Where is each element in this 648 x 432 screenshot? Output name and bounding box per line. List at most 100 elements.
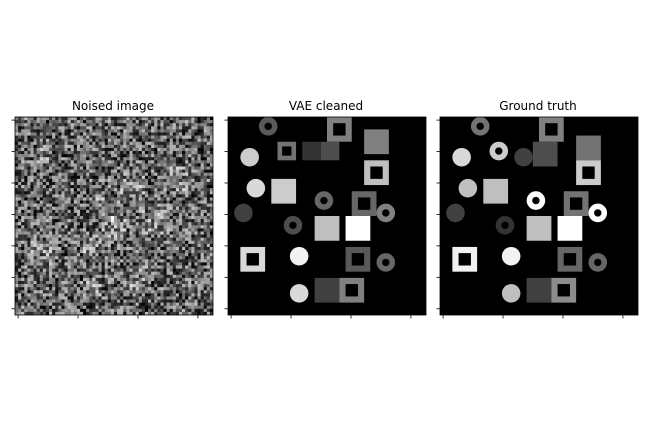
noise-pixel xyxy=(123,166,127,170)
noise-pixel xyxy=(148,302,152,307)
noise-pixel xyxy=(76,296,81,300)
noise-pixel xyxy=(36,117,41,121)
noise-pixel xyxy=(154,163,158,167)
noise-pixel xyxy=(209,287,213,291)
noise-pixel xyxy=(86,117,90,121)
noise-pixel xyxy=(203,200,208,204)
noise-pixel xyxy=(144,290,149,294)
noise-pixel xyxy=(73,308,78,313)
noise-pixel xyxy=(36,228,41,232)
noise-pixel xyxy=(114,175,118,180)
noise-pixel xyxy=(64,228,68,232)
noise-pixel xyxy=(24,280,28,285)
noise-pixel xyxy=(101,265,106,269)
noise-pixel xyxy=(61,237,65,242)
noise-pixel xyxy=(144,250,149,254)
noise-pixel xyxy=(185,191,189,195)
noise-pixel xyxy=(188,274,192,279)
noise-pixel xyxy=(39,212,44,217)
noise-pixel xyxy=(36,290,41,294)
noise-pixel xyxy=(89,120,93,124)
noise-pixel xyxy=(148,250,152,254)
noise-pixel xyxy=(45,296,50,300)
noise-pixel xyxy=(73,256,78,260)
noise-pixel xyxy=(67,200,71,204)
noise-pixel xyxy=(73,243,78,248)
noise-pixel xyxy=(39,296,44,300)
noise-pixel xyxy=(58,253,62,257)
noise-pixel xyxy=(148,305,152,310)
noise-pixel xyxy=(86,197,90,201)
noise-pixel xyxy=(209,138,213,143)
noise-pixel xyxy=(61,206,65,211)
noise-pixel xyxy=(110,308,115,313)
noise-pixel xyxy=(200,206,205,211)
noise-pixel xyxy=(151,219,155,223)
noise-pixel xyxy=(110,262,115,266)
noise-pixel xyxy=(129,197,133,201)
noise-pixel xyxy=(107,302,112,307)
noise-pixel xyxy=(126,277,130,282)
noise-pixel xyxy=(30,219,34,223)
noise-pixel xyxy=(151,268,155,272)
noise-pixel xyxy=(206,246,211,251)
noise-pixel xyxy=(206,126,211,130)
noise-pixel xyxy=(39,246,44,251)
noise-pixel xyxy=(160,185,164,189)
noise-pixel xyxy=(73,262,78,266)
noise-pixel xyxy=(83,302,87,307)
noise-pixel xyxy=(98,234,102,238)
noise-pixel xyxy=(129,120,133,124)
noise-pixel xyxy=(191,200,195,204)
noise-pixel xyxy=(141,231,146,235)
noise-pixel xyxy=(178,126,183,130)
noise-pixel xyxy=(157,274,161,279)
noise-pixel xyxy=(157,280,161,285)
noise-pixel xyxy=(144,188,149,192)
noise-pixel xyxy=(154,293,158,297)
noise-pixel xyxy=(151,225,155,229)
noise-pixel xyxy=(120,200,124,204)
noise-pixel xyxy=(148,277,152,282)
noise-pixel xyxy=(83,277,87,282)
noise-pixel xyxy=(135,237,140,242)
noise-pixel xyxy=(27,197,31,201)
noise-pixel xyxy=(172,169,177,173)
noise-pixel xyxy=(123,206,127,211)
noise-pixel xyxy=(185,178,189,183)
noise-pixel xyxy=(86,147,90,152)
noise-pixel xyxy=(148,219,152,223)
noise-pixel xyxy=(101,206,106,211)
noise-pixel xyxy=(64,284,68,288)
noise-pixel xyxy=(64,225,68,229)
noise-pixel xyxy=(141,237,146,242)
noise-pixel xyxy=(209,163,213,167)
noise-pixel xyxy=(15,231,19,235)
noise-pixel xyxy=(21,280,25,285)
noise-pixel xyxy=(132,191,136,195)
noise-pixel xyxy=(188,206,192,211)
noise-pixel xyxy=(30,132,34,136)
noise-pixel xyxy=(135,194,140,198)
noise-pixel xyxy=(144,172,149,177)
noise-pixel xyxy=(172,225,177,229)
noise-pixel xyxy=(67,219,71,223)
noise-pixel xyxy=(120,169,124,173)
noise-pixel xyxy=(83,231,87,235)
noise-pixel xyxy=(172,138,177,143)
noise-pixel xyxy=(89,135,93,139)
noise-pixel xyxy=(15,280,19,285)
noise-pixel xyxy=(151,277,155,282)
noise-pixel xyxy=(135,243,140,248)
noise-pixel xyxy=(160,253,164,257)
noise-pixel xyxy=(157,123,161,127)
noise-pixel xyxy=(172,234,177,238)
noise-pixel xyxy=(191,216,195,220)
noise-pixel xyxy=(49,296,53,300)
noise-pixel xyxy=(101,209,106,214)
noise-pixel xyxy=(73,120,78,124)
noise-pixel xyxy=(185,126,189,130)
noise-pixel xyxy=(58,169,62,173)
noise-pixel xyxy=(27,250,31,254)
noise-pixel xyxy=(188,222,192,226)
